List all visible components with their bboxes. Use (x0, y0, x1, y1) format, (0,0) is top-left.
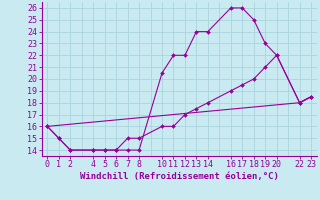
X-axis label: Windchill (Refroidissement éolien,°C): Windchill (Refroidissement éolien,°C) (80, 172, 279, 181)
